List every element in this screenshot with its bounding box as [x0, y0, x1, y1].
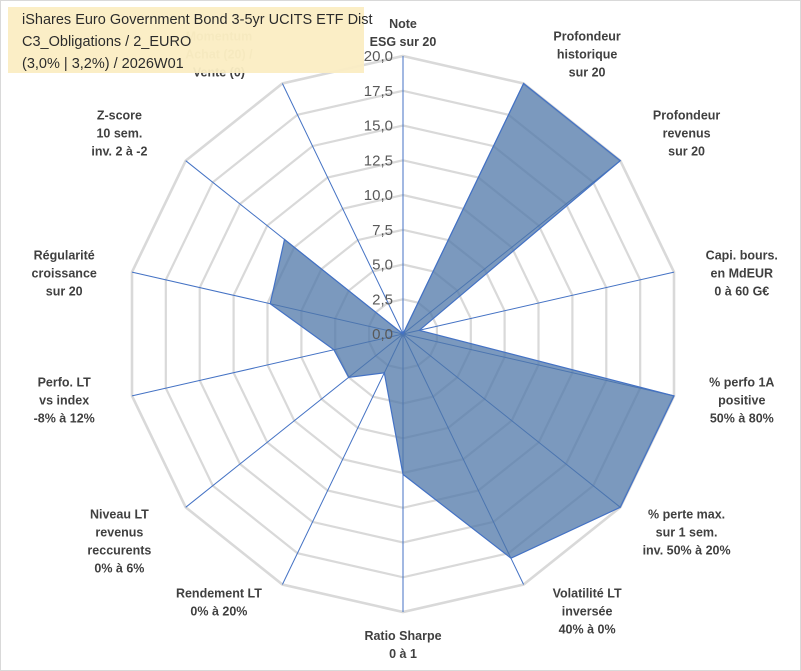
- axis-label: Profondeur historique sur 20: [553, 29, 620, 79]
- chart-title-line-1: iShares Euro Government Bond 3-5yr UCITS…: [22, 12, 373, 28]
- axis-label: Perfo. LT vs index -8% à 12%: [34, 376, 95, 426]
- tick-label: 7,5: [372, 222, 393, 239]
- series-area: [269, 82, 675, 559]
- tick-label: 0,0: [372, 326, 393, 343]
- axis-label: Volatilité LT inversée 40% à 0%: [553, 587, 622, 637]
- axis-label: Capi. bours. en MdEUR 0 à 60 G€: [706, 248, 778, 298]
- axis-spoke: [281, 333, 404, 585]
- tick-label: 15,0: [364, 118, 393, 135]
- axis-spoke: [281, 83, 404, 335]
- tick-label: 5,0: [372, 257, 393, 274]
- axis-label: Régularité croissance sur 20: [32, 248, 97, 298]
- axis-label: Z-score 10 sem. inv. 2 à -2: [91, 109, 147, 159]
- tick-label: 10,0: [364, 187, 393, 204]
- axis-spoke: [402, 271, 675, 335]
- tick-label: 12,5: [364, 152, 393, 169]
- chart-title-line-2: C3_Obligations / 2_EURO: [22, 34, 192, 50]
- axis-label: Note ESG sur 20: [370, 17, 437, 49]
- axis-label: Rendement LT 0% à 20%: [176, 587, 262, 619]
- chart-title-box: iShares Euro Government Bond 3-5yr UCITS…: [8, 7, 373, 73]
- tick-label: 2,5: [372, 291, 393, 308]
- radar-tick-labels: 0,0 2,5 5,0 7,5 10,0 12,5 15,0 17,5 20,0: [364, 48, 393, 343]
- axis-label: Niveau LT revenus reccurents 0% à 6%: [87, 507, 151, 575]
- tick-label: 17,5: [364, 83, 393, 100]
- axis-label: % perte max. sur 1 sem. inv. 50% à 20%: [643, 507, 731, 557]
- tick-label: 20,0: [364, 48, 393, 65]
- axis-label: Ratio Sharpe 0 à 1: [364, 629, 441, 661]
- chart-title-line-3: (3,0% | 3,2%) / 2026W01: [22, 56, 184, 72]
- axis-label: Profondeur revenus sur 20: [653, 109, 720, 159]
- radar-series: [269, 82, 675, 559]
- radar-axis-labels: Note ESG sur 20 Profondeur historique sur 20…: [32, 17, 778, 661]
- axis-label: % perfo 1A positive 50% à 80%: [709, 376, 774, 426]
